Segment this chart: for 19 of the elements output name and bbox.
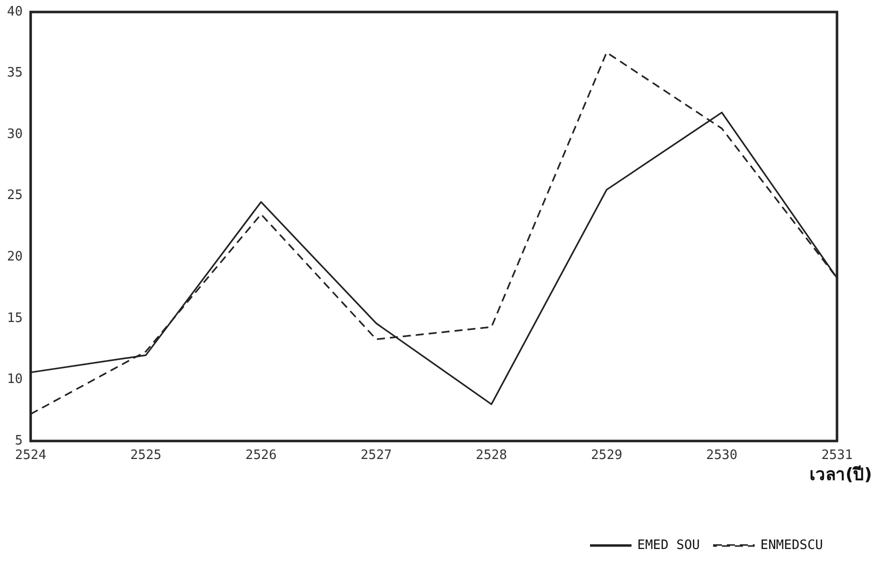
y-tick-label: 40 bbox=[6, 4, 23, 20]
y-tick-label: 20 bbox=[6, 250, 23, 265]
y-tick-label: 5 bbox=[14, 433, 23, 448]
x-tick-label: 2528 bbox=[476, 448, 508, 464]
legend-label: ENMEDSCU bbox=[760, 538, 824, 553]
x-tick-label: 2527 bbox=[360, 448, 392, 464]
y-tick-label: 10 bbox=[6, 372, 23, 388]
y-tick-label: 25 bbox=[6, 188, 23, 204]
legend-label: EMED SOU bbox=[637, 538, 700, 553]
y-tick-label: 15 bbox=[6, 310, 23, 326]
y-tick-label: 35 bbox=[6, 66, 23, 81]
x-axis-title: เวลา(ปี) bbox=[809, 464, 872, 485]
x-tick-label: 2531 bbox=[821, 448, 853, 464]
x-tick-label: 2529 bbox=[590, 448, 622, 464]
x-tick-label: 2524 bbox=[14, 448, 46, 464]
x-tick-label: 2530 bbox=[706, 448, 738, 464]
x-tick-label: 2525 bbox=[130, 448, 162, 464]
y-tick-label: 30 bbox=[6, 126, 23, 142]
x-tick-label: 2526 bbox=[245, 448, 277, 464]
